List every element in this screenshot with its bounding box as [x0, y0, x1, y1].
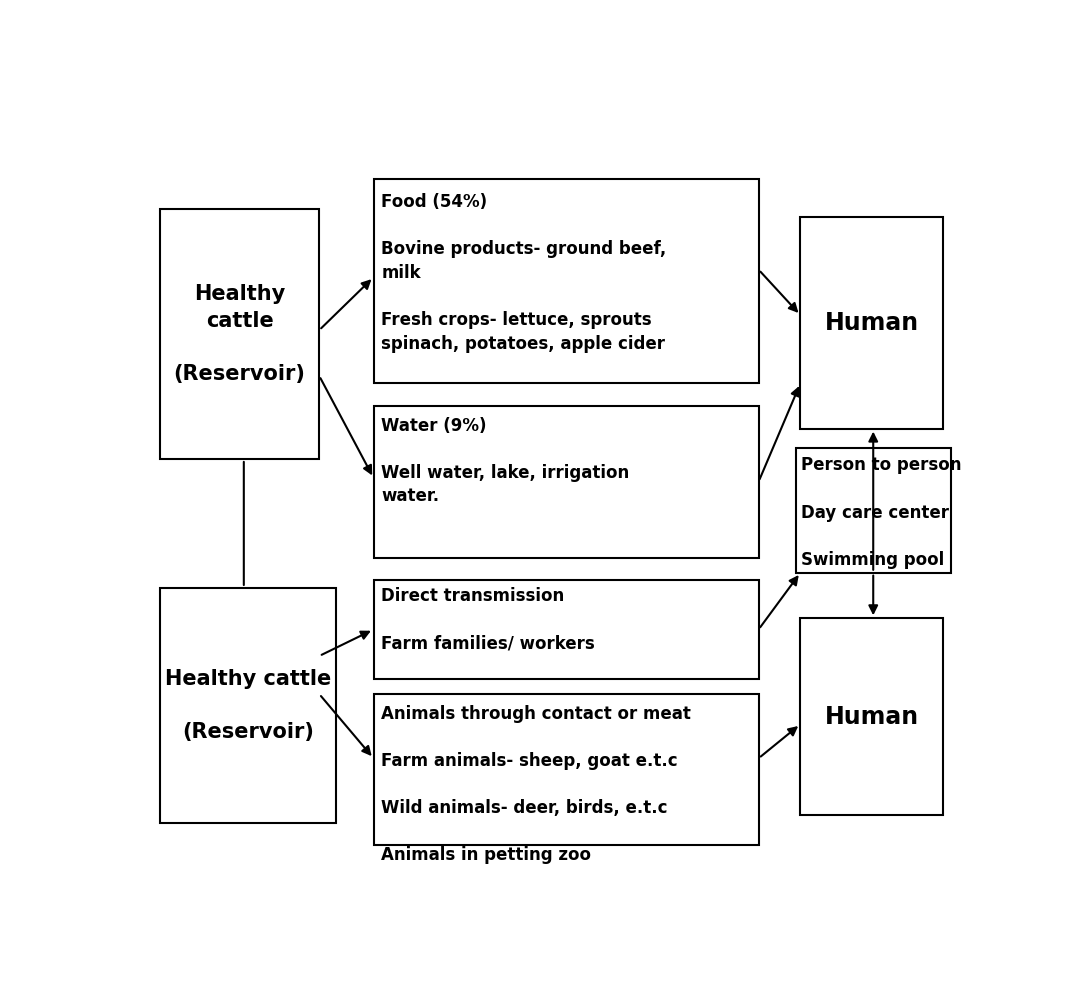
Bar	[800, 618, 943, 815]
Bar	[374, 694, 758, 845]
Text: Animals through contact or meat

Farm animals- sheep, goat e.t.c

Wild animals- : Animals through contact or meat Farm ani…	[381, 705, 691, 864]
Text: Person to person

Day care center

Swimming pool: Person to person Day care center Swimmin…	[801, 457, 961, 569]
Bar	[160, 587, 336, 823]
Bar	[374, 581, 758, 679]
Bar	[374, 406, 758, 558]
Bar	[374, 179, 758, 383]
Text: Direct transmission

Farm families/ workers: Direct transmission Farm families/ worke…	[381, 587, 595, 652]
Text: Healthy
cattle

(Reservoir): Healthy cattle (Reservoir)	[174, 284, 306, 384]
Text: Human: Human	[824, 311, 919, 335]
Bar	[800, 216, 943, 429]
Text: Healthy cattle

(Reservoir): Healthy cattle (Reservoir)	[165, 669, 332, 742]
Text: Human: Human	[824, 705, 919, 728]
Bar	[160, 209, 320, 459]
Text: Water (9%)

Well water, lake, irrigation
water.: Water (9%) Well water, lake, irrigation …	[381, 416, 630, 506]
Bar	[796, 448, 951, 573]
Text: Food (54%)

Bovine products- ground beef,
milk

Fresh crops- lettuce, sprouts
sp: Food (54%) Bovine products- ground beef,…	[381, 193, 666, 352]
